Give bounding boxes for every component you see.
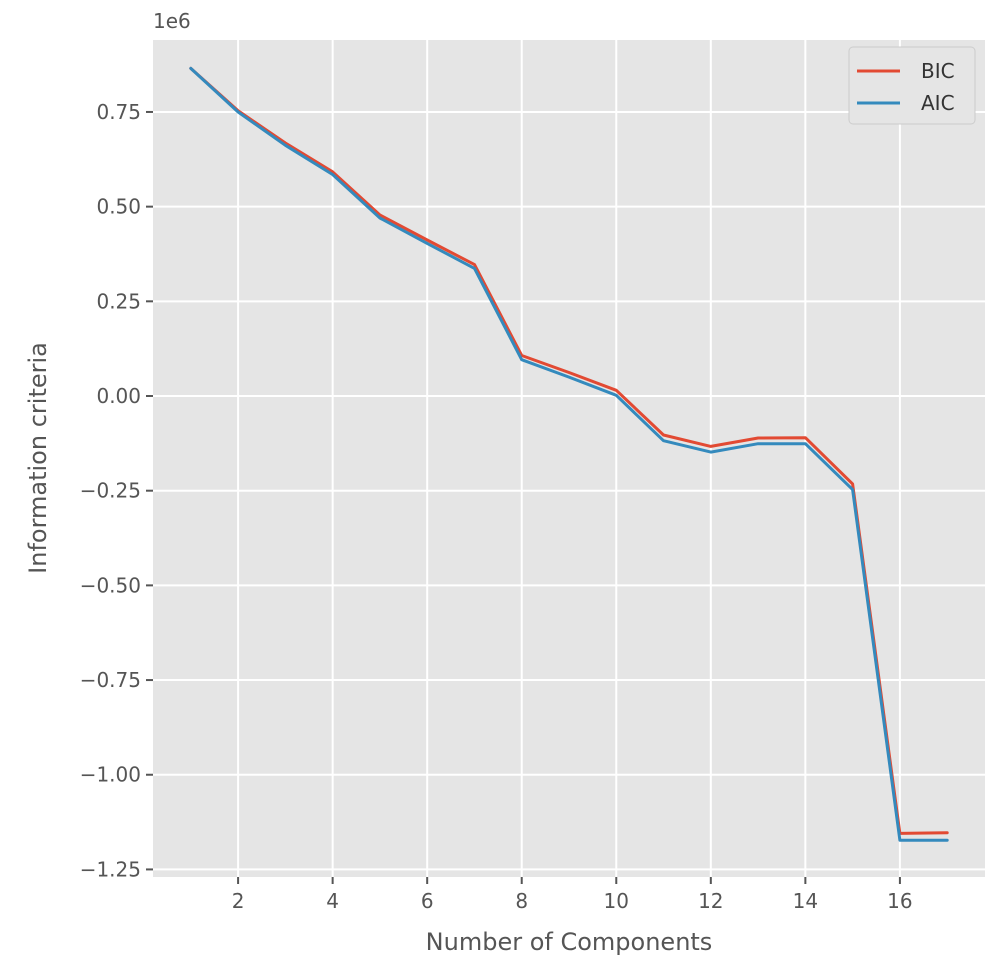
y-tick-label: 0.50 bbox=[96, 195, 141, 219]
y-tick-label: −0.75 bbox=[80, 668, 141, 692]
y-tick-label: −1.00 bbox=[80, 763, 141, 787]
series-line-aic bbox=[189, 66, 949, 842]
series-layer bbox=[189, 66, 949, 842]
series-line-bic bbox=[189, 66, 949, 835]
y-tick-label: −0.25 bbox=[80, 479, 141, 503]
y-tick-label: −0.50 bbox=[80, 573, 141, 597]
y-axis-label: Information criteria bbox=[24, 342, 52, 574]
y-axis: 0.75 0.50 0.25 0.00 −0.25 −0.50 −0.75 −1.00 −1.2… bbox=[80, 100, 153, 881]
y-tick-label: 0.75 bbox=[96, 100, 141, 124]
y-offset-label: 1e6 bbox=[153, 9, 191, 33]
x-axis: 2 4 6 8 10 12 14 16 bbox=[232, 877, 913, 913]
plot-area bbox=[153, 40, 985, 877]
y-tick-label: −1.25 bbox=[80, 857, 141, 881]
x-tick-label: 14 bbox=[793, 889, 818, 913]
legend: BIC AIC bbox=[848, 46, 976, 125]
x-tick-label: 16 bbox=[887, 889, 912, 913]
x-tick-label: 12 bbox=[698, 889, 723, 913]
x-axis-label: Number of Components bbox=[426, 928, 713, 956]
legend-box bbox=[848, 46, 976, 125]
x-tick-label: 2 bbox=[232, 889, 245, 913]
legend-label-bic: BIC bbox=[921, 59, 955, 83]
y-tick-label: 0.00 bbox=[96, 384, 141, 408]
y-tick-label: 0.25 bbox=[96, 289, 141, 313]
x-tick-label: 4 bbox=[326, 889, 339, 913]
x-tick-label: 10 bbox=[604, 889, 629, 913]
x-tick-label: 6 bbox=[421, 889, 434, 913]
grid bbox=[153, 40, 985, 877]
x-tick-label: 8 bbox=[515, 889, 528, 913]
legend-label-aic: AIC bbox=[921, 91, 955, 115]
